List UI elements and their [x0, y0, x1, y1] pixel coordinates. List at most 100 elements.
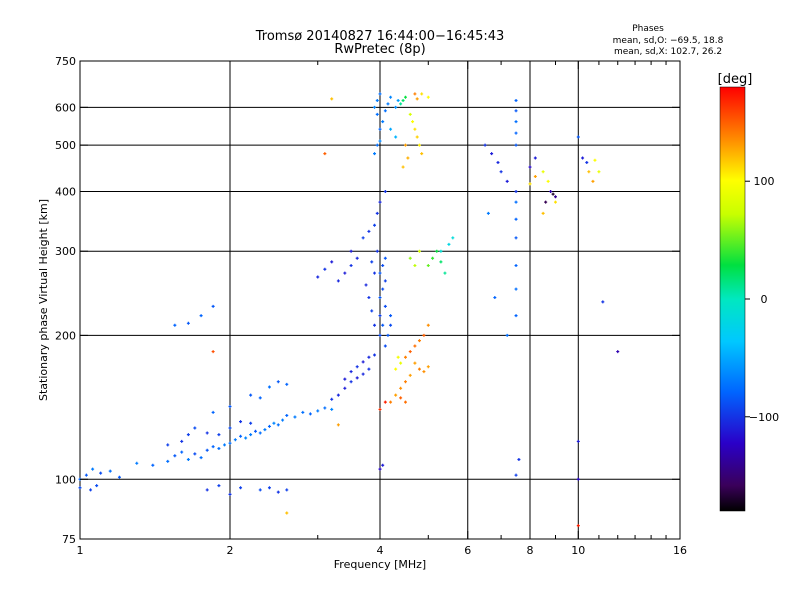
- data-point: [426, 323, 430, 327]
- data-point: [336, 423, 340, 427]
- data-point: [399, 102, 403, 106]
- data-point: [228, 441, 232, 445]
- data-point: [180, 439, 184, 443]
- data-point: [483, 143, 487, 147]
- data-point: [514, 236, 518, 240]
- data-point: [389, 323, 393, 327]
- data-point: [336, 393, 340, 397]
- data-point: [276, 380, 280, 384]
- x-tick-label: 4: [377, 544, 384, 557]
- data-point: [597, 170, 601, 174]
- data-point: [394, 367, 398, 371]
- data-point: [367, 367, 371, 371]
- data-point: [249, 433, 253, 437]
- data-point: [253, 429, 257, 433]
- data-point: [211, 350, 215, 354]
- data-point: [533, 156, 537, 160]
- data-point: [375, 112, 379, 116]
- data-point: [576, 135, 580, 139]
- data-point: [541, 170, 545, 174]
- data-point: [349, 370, 353, 374]
- data-point: [281, 418, 285, 422]
- data-point: [378, 271, 382, 275]
- data-point: [239, 434, 243, 438]
- data-point: [420, 152, 424, 156]
- data-point: [244, 436, 248, 440]
- data-point: [349, 249, 353, 253]
- data-point: [486, 211, 490, 215]
- data-point: [514, 314, 518, 318]
- data-point: [108, 469, 112, 473]
- data-point: [408, 112, 412, 116]
- data-point: [186, 321, 190, 325]
- x-tick-label: 2: [227, 544, 234, 557]
- data-point: [330, 407, 334, 411]
- data-point: [211, 410, 215, 414]
- data-point: [417, 367, 421, 371]
- data-point: [361, 236, 365, 240]
- data-point: [514, 217, 518, 221]
- data-point: [403, 95, 407, 99]
- data-point: [355, 365, 359, 369]
- data-point: [378, 92, 382, 96]
- data-point: [199, 456, 203, 460]
- data-point: [381, 264, 385, 268]
- data-point: [373, 271, 377, 275]
- data-point: [413, 344, 417, 348]
- data-point: [553, 195, 557, 199]
- data-point: [239, 420, 243, 424]
- data-point: [514, 99, 518, 103]
- y-tick-label: 750: [55, 55, 76, 68]
- data-points: [78, 92, 620, 528]
- data-point: [285, 413, 289, 417]
- data-point: [413, 361, 417, 365]
- data-point: [408, 350, 412, 354]
- data-point: [375, 249, 379, 253]
- data-point: [186, 457, 190, 461]
- data-point: [514, 143, 518, 147]
- data-point: [378, 333, 382, 337]
- data-point: [373, 223, 377, 227]
- data-point: [403, 400, 407, 404]
- data-point: [316, 275, 320, 279]
- data-point: [373, 152, 377, 156]
- data-point: [528, 165, 532, 169]
- data-point: [408, 373, 412, 377]
- data-point: [505, 179, 509, 183]
- data-point: [361, 360, 365, 364]
- y-tick-label: 300: [55, 245, 76, 258]
- data-point: [293, 415, 297, 419]
- data-point: [249, 421, 253, 425]
- data-point: [383, 304, 387, 308]
- data-point: [435, 249, 439, 253]
- data-point: [394, 393, 398, 397]
- data-point: [233, 438, 237, 442]
- data-point: [601, 300, 605, 304]
- data-point: [514, 264, 518, 268]
- data-point: [420, 92, 424, 96]
- data-point: [272, 421, 276, 425]
- data-point: [616, 350, 620, 354]
- data-point: [228, 404, 232, 408]
- data-point: [217, 484, 221, 488]
- data-point: [389, 95, 393, 99]
- data-point: [591, 179, 595, 183]
- data-point: [426, 365, 430, 369]
- data-point: [389, 314, 393, 318]
- data-point: [166, 443, 170, 447]
- data-point: [285, 511, 289, 515]
- data-point: [217, 433, 221, 437]
- data-point: [228, 426, 232, 430]
- data-point: [403, 143, 407, 147]
- data-point: [551, 192, 555, 196]
- colorbar-tick-label: −100: [749, 411, 779, 424]
- data-point: [343, 377, 347, 381]
- data-point: [411, 120, 415, 124]
- x-tick-label: 10: [571, 544, 585, 557]
- data-point: [383, 400, 387, 404]
- y-tick-label: 75: [62, 533, 76, 546]
- data-point: [343, 271, 347, 275]
- data-point: [383, 189, 387, 193]
- data-point: [546, 179, 550, 183]
